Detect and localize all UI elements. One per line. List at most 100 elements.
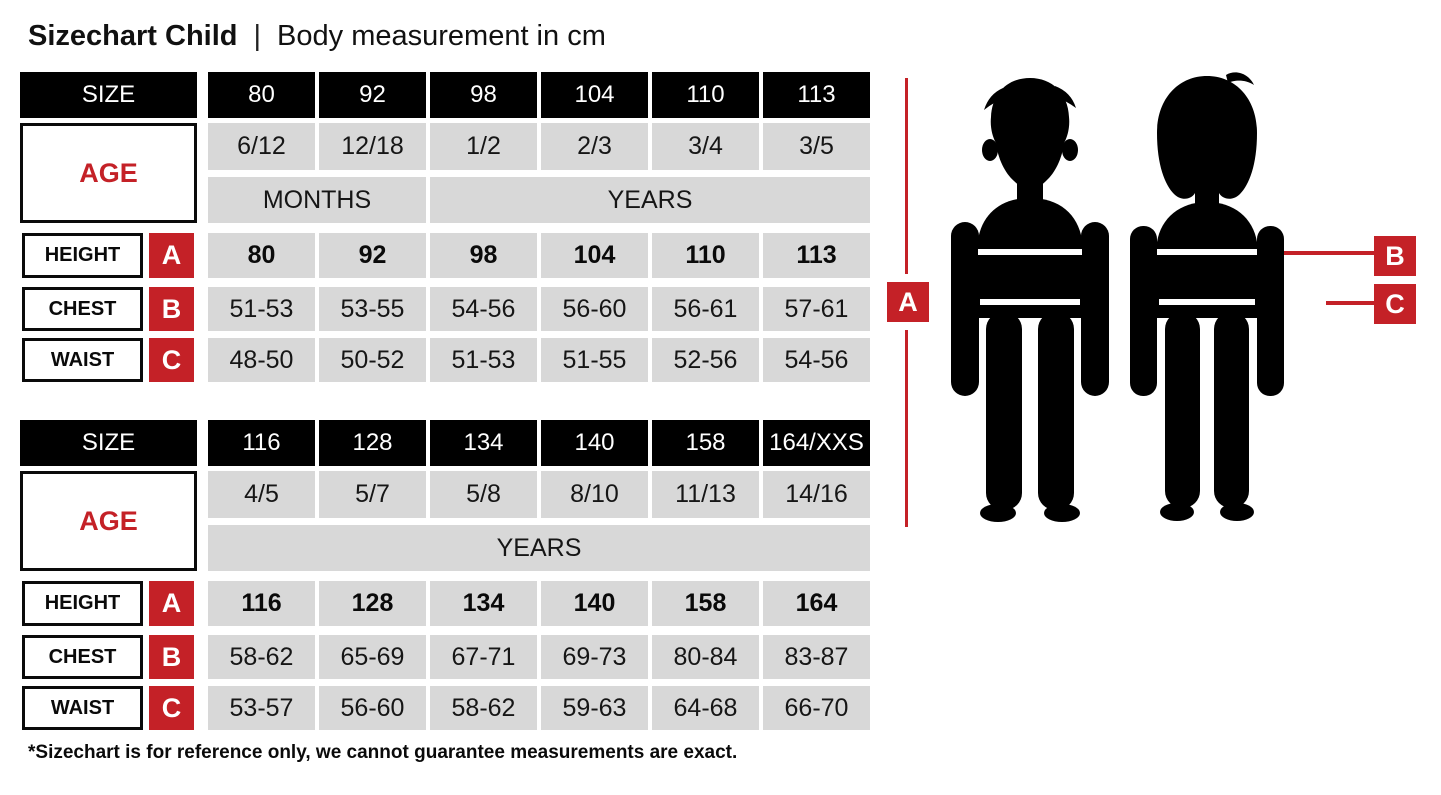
boy-foot (980, 504, 1016, 522)
waist-cell: 64-68 (652, 686, 759, 730)
waist-cell: 66-70 (763, 686, 870, 730)
size-row-label: SIZE (20, 420, 197, 466)
age-cell: 5/7 (319, 471, 426, 518)
waist-row-header: WAIST C (20, 686, 197, 730)
boy-foot (1044, 504, 1080, 522)
height-row-label: HEIGHT (22, 233, 143, 278)
marker-a-badge: A (887, 282, 929, 322)
title-subtitle: Body measurement in cm (277, 20, 606, 52)
waist-cell: 50-52 (319, 338, 426, 382)
size-cell: 116 (208, 420, 315, 466)
boy-silhouette (951, 78, 1109, 522)
age-unit-months: MONTHS (208, 177, 426, 223)
height-cell: 113 (763, 233, 870, 278)
age-unit-years: YEARS (208, 525, 870, 571)
size-cell: 134 (430, 420, 537, 466)
size-row-label: SIZE (20, 72, 197, 118)
age-cell: 3/4 (652, 123, 759, 170)
waist-cell: 51-55 (541, 338, 648, 382)
size-cell: 128 (319, 420, 426, 466)
waist-row-label: WAIST (22, 686, 143, 730)
marker-a-badge: A (149, 581, 194, 626)
sizechart-table-large: SIZE 116 128 134 140 158 164/XXS AGE 4/5… (20, 420, 870, 730)
chest-cell: 69-73 (541, 635, 648, 679)
size-cell: 98 (430, 72, 537, 118)
chest-row-header: CHEST B (20, 635, 197, 679)
chest-row-header: CHEST B (20, 287, 197, 331)
size-cell: 110 (652, 72, 759, 118)
girl-arm (1257, 226, 1284, 396)
girl-chest-line (1157, 249, 1257, 255)
waist-cell: 59-63 (541, 686, 648, 730)
size-cell: 164/XXS (763, 420, 870, 466)
size-cell: 80 (208, 72, 315, 118)
height-cell: 80 (208, 233, 315, 278)
height-cell: 110 (652, 233, 759, 278)
boy-arm (951, 222, 979, 396)
waist-cell: 54-56 (763, 338, 870, 382)
height-cell: 92 (319, 233, 426, 278)
waist-cell: 52-56 (652, 338, 759, 382)
girl-leg (1214, 312, 1249, 508)
boy-head (990, 78, 1070, 189)
girl-torso (1153, 202, 1261, 318)
chest-cell: 56-60 (541, 287, 648, 331)
girl-silhouette (1130, 72, 1284, 521)
boy-neck (1017, 174, 1043, 202)
chest-cell: 56-61 (652, 287, 759, 331)
girl-leg (1165, 312, 1200, 508)
marker-b-badge: B (149, 635, 194, 679)
waist-cell: 53-57 (208, 686, 315, 730)
age-cell: 3/5 (763, 123, 870, 170)
measure-line-c (1326, 301, 1374, 305)
age-row-label: AGE (20, 123, 197, 223)
height-row-header: HEIGHT A (20, 581, 197, 626)
waist-cell: 51-53 (430, 338, 537, 382)
size-cell: 158 (652, 420, 759, 466)
age-cell: 8/10 (541, 471, 648, 518)
waist-cell: 58-62 (430, 686, 537, 730)
chest-cell: 54-56 (430, 287, 537, 331)
girl-waist-line (1159, 299, 1255, 305)
marker-c-badge: C (149, 338, 194, 382)
chest-cell: 51-53 (208, 287, 315, 331)
marker-c-badge: C (1374, 284, 1416, 324)
page-title: Sizechart Child | Body measurement in cm (28, 20, 606, 53)
measure-line-a-top (905, 78, 908, 274)
girl-hair (1157, 76, 1257, 199)
waist-cell: 48-50 (208, 338, 315, 382)
title-main: Sizechart Child (28, 20, 238, 52)
girl-foot (1160, 503, 1194, 521)
chest-row-label: CHEST (22, 287, 143, 331)
age-cell: 12/18 (319, 123, 426, 170)
age-row-label: AGE (20, 471, 197, 571)
waist-row-header: WAIST C (20, 338, 197, 382)
girl-arm (1130, 226, 1157, 396)
measure-line-a-bottom (905, 330, 908, 527)
age-cell: 2/3 (541, 123, 648, 170)
boy-ear (982, 139, 998, 161)
boy-hair-fringe (984, 88, 1005, 110)
size-cell: 113 (763, 72, 870, 118)
age-cell: 4/5 (208, 471, 315, 518)
size-cell: 140 (541, 420, 648, 466)
age-cell: 5/8 (430, 471, 537, 518)
height-cell: 98 (430, 233, 537, 278)
age-cell: 11/13 (652, 471, 759, 518)
chest-cell: 65-69 (319, 635, 426, 679)
footnote: *Sizechart is for reference only, we can… (28, 742, 738, 763)
marker-a-badge: A (149, 233, 194, 278)
chest-cell: 67-71 (430, 635, 537, 679)
chest-cell: 53-55 (319, 287, 426, 331)
height-cell: 116 (208, 581, 315, 626)
boy-torso (974, 198, 1086, 318)
waist-cell: 56-60 (319, 686, 426, 730)
chest-cell: 83-87 (763, 635, 870, 679)
sizechart-table-small: SIZE 80 92 98 104 110 113 AGE 6/12 12/18… (20, 72, 870, 382)
chest-cell: 80-84 (652, 635, 759, 679)
title-separator: | (253, 20, 262, 52)
age-cell: 1/2 (430, 123, 537, 170)
boy-hair-fringe (1055, 86, 1076, 108)
waist-row-label: WAIST (22, 338, 143, 382)
